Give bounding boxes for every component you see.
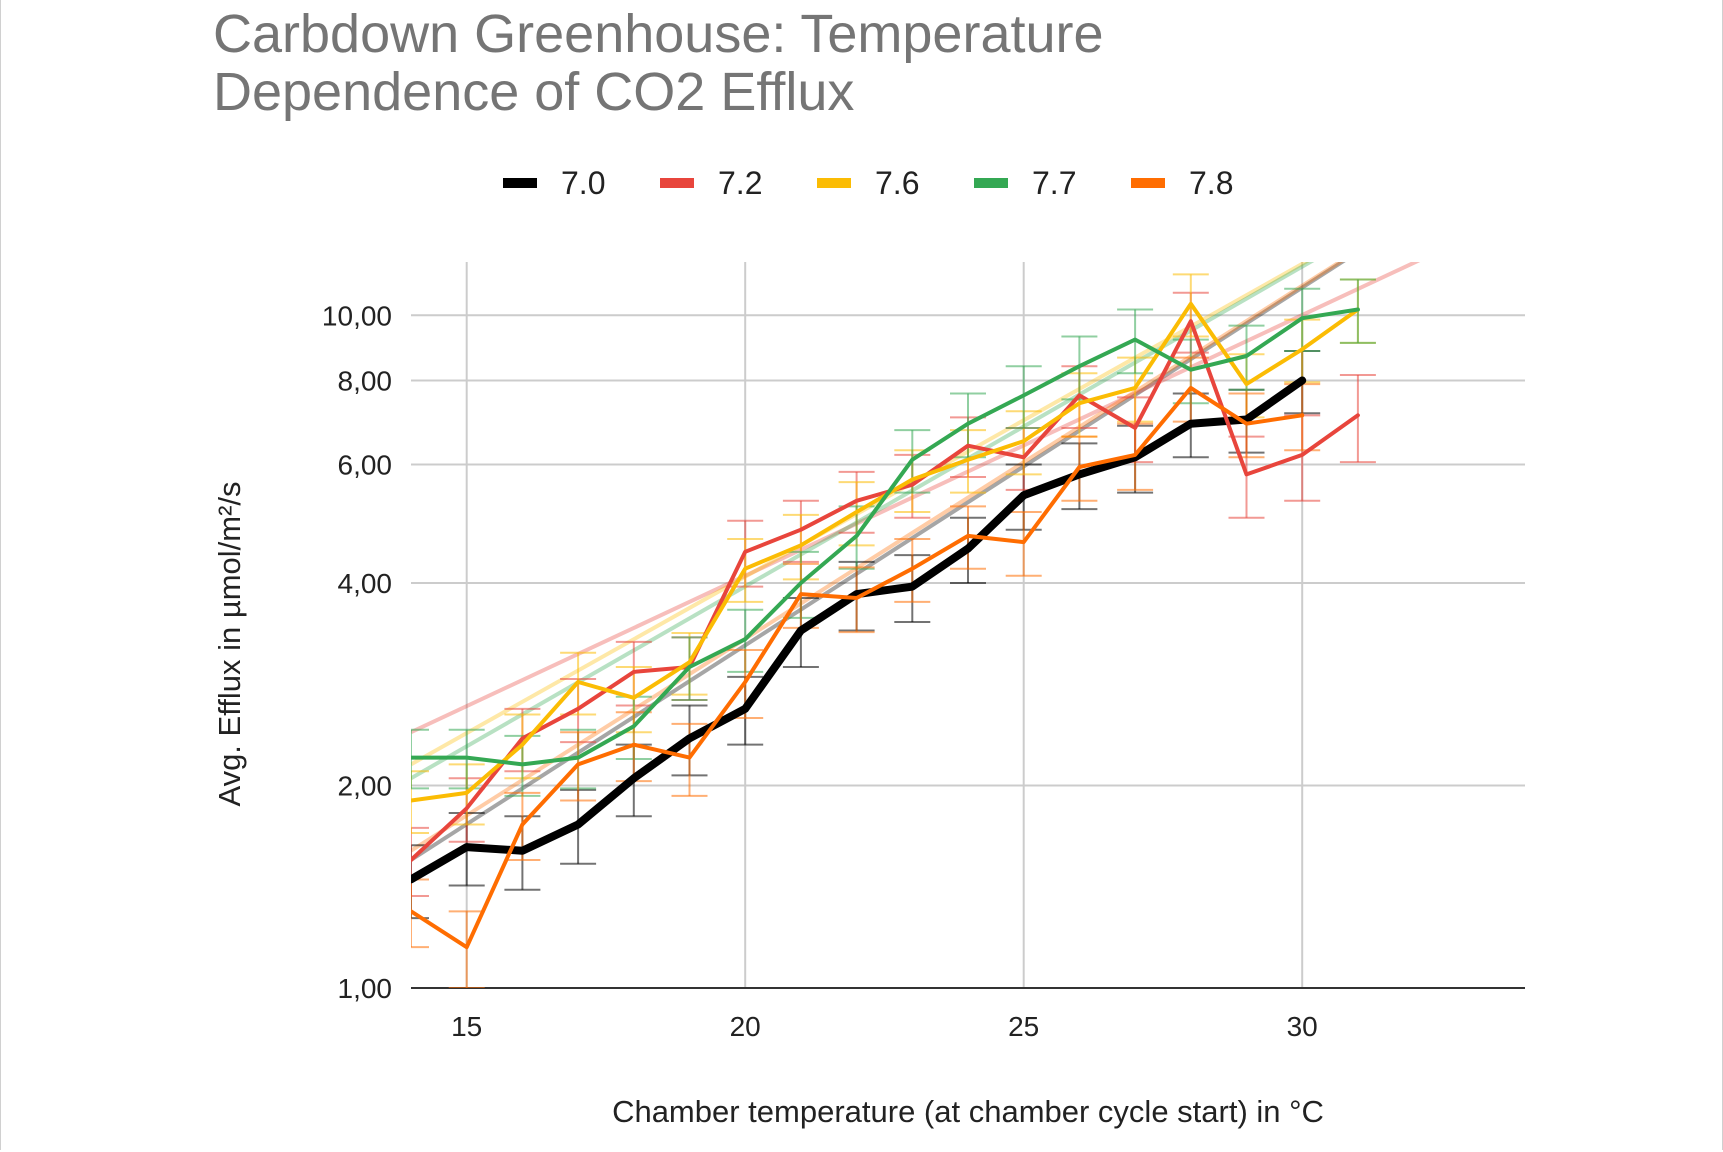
x-tick-label: 25 bbox=[1008, 1011, 1039, 1042]
error-bars-7.0 bbox=[411, 349, 1321, 920]
trendline-7.8 bbox=[411, 262, 1344, 853]
series-lines bbox=[411, 301, 1360, 950]
y-tick-label: 4,00 bbox=[338, 568, 393, 599]
y-tick-label: 8,00 bbox=[338, 365, 393, 396]
legend-swatch bbox=[1131, 178, 1165, 188]
series-line-7.7 bbox=[411, 307, 1360, 767]
legend-label: 7.0 bbox=[561, 165, 605, 201]
legend-label: 7.6 bbox=[875, 165, 919, 201]
chart-title-line-1: Carbdown Greenhouse: Temperature bbox=[213, 4, 1104, 64]
legend-swatch bbox=[974, 178, 1008, 188]
trendline-7.0 bbox=[411, 262, 1346, 862]
y-tick-label: 6,00 bbox=[338, 450, 393, 481]
x-tick-label: 20 bbox=[730, 1011, 761, 1042]
error-bars-7.8 bbox=[411, 356, 1321, 988]
x-axis-ticks: 15 20 25 30 bbox=[451, 1011, 1318, 1042]
series-line-7.0 bbox=[411, 376, 1307, 884]
legend-item-7.7: 7.7 bbox=[974, 165, 1076, 201]
legend-label: 7.2 bbox=[718, 165, 762, 201]
legend-swatch bbox=[503, 178, 537, 188]
error-bars bbox=[411, 273, 1376, 988]
legend: 7.0 7.2 7.6 7.7 7.8 bbox=[503, 165, 1233, 201]
legend-swatch bbox=[660, 178, 694, 188]
y-axis-title: Avg. Efflux in µmol/m²/s bbox=[212, 481, 247, 806]
y-tick-label: 10,00 bbox=[322, 300, 392, 331]
y-tick-label: 1,00 bbox=[338, 973, 393, 1004]
series-line-7.8 bbox=[411, 385, 1305, 950]
y-axis-ticks: 1,00 2,00 4,00 6,00 8,00 10,00 bbox=[322, 300, 392, 1004]
x-axis-title: Chamber temperature (at chamber cycle st… bbox=[612, 1094, 1324, 1129]
legend-label: 7.7 bbox=[1032, 165, 1076, 201]
legend-item-7.6: 7.6 bbox=[817, 165, 919, 201]
gridlines bbox=[411, 262, 1525, 989]
legend-item-7.0: 7.0 bbox=[503, 165, 605, 201]
chart-title: Carbdown Greenhouse: Temperature Depende… bbox=[213, 4, 1104, 122]
chart-title-line-2: Dependence of CO2 Efflux bbox=[213, 62, 854, 122]
y-tick-label: 2,00 bbox=[338, 770, 393, 801]
legend-label: 7.8 bbox=[1189, 165, 1233, 201]
x-tick-label: 30 bbox=[1287, 1011, 1318, 1042]
legend-item-7.8: 7.8 bbox=[1131, 165, 1233, 201]
legend-item-7.2: 7.2 bbox=[660, 165, 762, 201]
x-tick-label: 15 bbox=[451, 1011, 482, 1042]
legend-swatch bbox=[817, 178, 851, 188]
series-line-7.2 bbox=[411, 319, 1360, 862]
